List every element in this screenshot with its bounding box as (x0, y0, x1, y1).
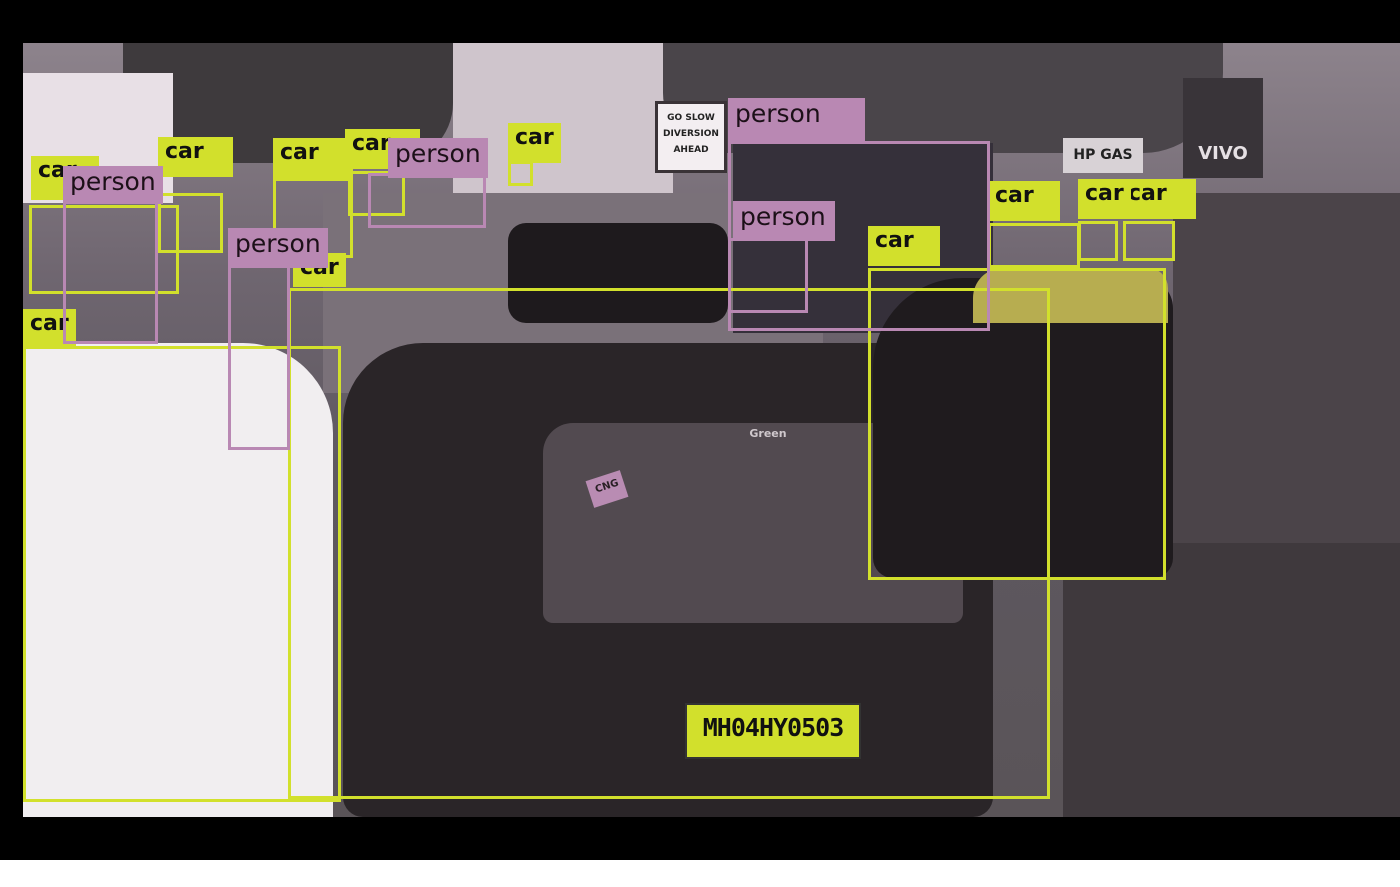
detection-label: car (23, 309, 76, 347)
roof-cargo (508, 223, 728, 323)
white-car-foreground (23, 343, 333, 817)
detection-box-car (288, 288, 1050, 799)
brand-sign-text: VIVO (1198, 143, 1248, 164)
detection-label: person (728, 98, 865, 141)
road-sign-line-3: AHEAD (673, 145, 709, 155)
detection-label: person (388, 138, 488, 178)
street-scene: HP GAS VIVO GO SLOW DIVERSION AHEAD Gree… (23, 43, 1400, 817)
license-plate-text: MH04HY0503 (702, 713, 845, 742)
road-sign-line-2: DIVERSION (663, 129, 719, 139)
detection-label: person (63, 166, 163, 204)
detection-label: car (158, 137, 233, 177)
detection-box-car (508, 161, 533, 186)
detection-label: car (988, 181, 1060, 221)
detection-label: person (228, 228, 328, 268)
detection-label: car (508, 123, 561, 163)
car-badge-text: Green (749, 427, 787, 440)
detection-box-car (1078, 221, 1118, 261)
detection-box-other (63, 201, 158, 344)
rubble (1063, 543, 1400, 817)
detection-label: person (733, 201, 835, 241)
taxi-yellow-roof (973, 268, 1168, 323)
detection-box-car (23, 346, 341, 802)
license-plate (685, 703, 861, 759)
detection-box-car (348, 171, 405, 216)
brand-sign-board (1183, 78, 1263, 178)
road-sign-board (655, 101, 727, 173)
video-frame: HP GAS VIVO GO SLOW DIVERSION AHEAD Gree… (0, 0, 1400, 860)
detection-box-car (1123, 221, 1175, 261)
detection-label: car (868, 226, 940, 266)
detection-label: car (273, 138, 353, 178)
detection-label: car (1078, 179, 1131, 219)
shop-sign-text: HP GAS (1073, 147, 1133, 163)
road-sign-line-1: GO SLOW (667, 113, 715, 123)
detection-box-car (29, 205, 179, 294)
sky-area (453, 43, 673, 203)
detection-box-car (988, 223, 1080, 268)
shop-sign-board (1063, 138, 1143, 173)
detection-box-car (158, 193, 223, 253)
detection-box-other (368, 173, 486, 228)
detection-box-other (728, 141, 990, 331)
detection-box-car (868, 268, 1166, 580)
detection-label: car (1121, 179, 1196, 219)
